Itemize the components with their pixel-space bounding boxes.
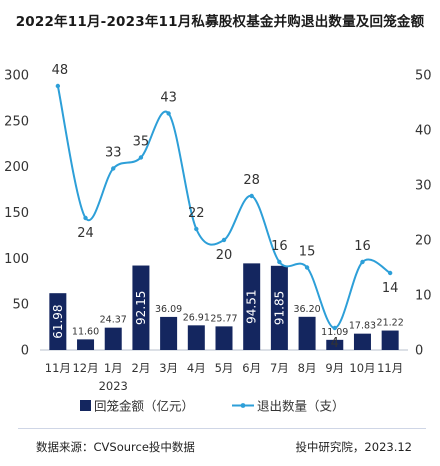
bar-value-label: 94.51: [245, 290, 259, 324]
bar: [298, 316, 316, 350]
bar: [77, 339, 95, 350]
line-value-label: 20: [216, 248, 233, 263]
bar-value-label: 17.83: [349, 321, 376, 332]
line-point: [55, 83, 61, 89]
line-point: [194, 226, 199, 232]
bar: [353, 333, 371, 350]
footer-divider: [18, 428, 426, 429]
line-point: [332, 325, 337, 331]
bar: [160, 316, 178, 350]
bar-value-label: 11.09: [321, 327, 348, 338]
legend-swatch-bar: [80, 400, 91, 411]
legend-label-line: 退出数量（支）: [257, 399, 345, 414]
x-tick-label: 11月: [45, 361, 71, 375]
bar: [326, 339, 344, 350]
x-tick-label: 7月: [270, 361, 289, 375]
credit-line: 投中研究院，2023.12: [295, 440, 412, 454]
x-tick-label: 9月: [325, 361, 344, 375]
bar-value-label: 11.60: [72, 326, 99, 337]
line-value-label: 15: [299, 245, 316, 260]
bar: [215, 326, 233, 350]
chart-title: 2022年11月-2023年11月私募股权基金并购退出数量及回笼金额: [15, 14, 425, 30]
line-point: [221, 237, 227, 243]
legend-label-bar: 回笼金额（亿元）: [94, 399, 194, 414]
x-tick-label: 1月: [104, 361, 123, 375]
line-point: [111, 166, 116, 171]
y-left-tick-label: 250: [4, 114, 29, 129]
bar-value-label: 25.77: [210, 313, 237, 324]
y-left-tick-label: 200: [4, 160, 29, 175]
bar: [104, 327, 122, 350]
bar: [132, 265, 150, 350]
bar: [243, 263, 261, 350]
line-point: [304, 265, 310, 270]
bar-value-label: 36.09: [155, 304, 182, 315]
line-value-label: 35: [133, 135, 150, 150]
y-right-tick-label: 30: [415, 179, 432, 194]
y-left-tick-label: 300: [4, 69, 29, 84]
bar: [381, 330, 399, 350]
line-value-label: 22: [188, 206, 205, 221]
bar-value-label: 92.15: [134, 291, 148, 325]
line-value-label: 24: [77, 226, 94, 241]
bar: [270, 265, 288, 350]
bar-value-label: 61.98: [51, 304, 65, 338]
y-right-tick-label: 40: [415, 124, 432, 139]
legend-swatch-marker: [240, 403, 246, 408]
bar-value-label: 21.22: [377, 318, 404, 329]
bar-value-label: 91.85: [272, 291, 286, 325]
x-tick-label: 6月: [242, 361, 261, 375]
x-tick-label: 12月: [72, 361, 98, 375]
x-tick-label: 3月: [159, 361, 178, 375]
bar: [49, 293, 67, 350]
data-source: 数据来源：CVSource投中数据: [36, 440, 195, 454]
y-left-tick-label: 0: [21, 344, 29, 359]
line-value-label: 16: [354, 239, 371, 254]
line-value-label: 43: [160, 91, 177, 106]
y-left-tick-label: 150: [4, 206, 29, 221]
bar: [187, 325, 205, 350]
line-point: [83, 215, 88, 221]
line-value-label: 28: [243, 173, 260, 188]
line-point: [138, 155, 144, 160]
y-right-tick-label: 0: [415, 344, 423, 359]
bar-value-label: 26.91: [183, 312, 210, 323]
y-right-tick-label: 20: [415, 234, 432, 249]
line-value-label: 33: [105, 146, 122, 161]
y-left-tick-label: 100: [4, 252, 29, 267]
line-value-label: 48: [52, 63, 69, 78]
y-right-tick-label: 50: [415, 69, 432, 84]
x-tick-label: 2月: [132, 361, 151, 375]
line-point: [166, 111, 171, 116]
y-left-tick-label: 50: [12, 298, 29, 313]
line-point: [249, 193, 254, 199]
x-tick-label: 8月: [298, 361, 317, 375]
line-value-label: 4: [331, 336, 339, 351]
bar-value-label: 36.20: [293, 304, 320, 315]
line-point: [360, 259, 365, 265]
x-tick-label: 5月: [215, 361, 234, 375]
x-year-label: 2023: [99, 379, 128, 393]
y-right-tick-label: 10: [415, 289, 432, 304]
x-tick-label: 11月: [377, 361, 403, 375]
x-tick-label: 10月: [349, 361, 375, 375]
series-line-exits: [56, 85, 391, 329]
line-value-label: 14: [382, 281, 399, 296]
x-tick-label: 4月: [187, 361, 206, 375]
line-value-label: 16: [271, 239, 288, 254]
line-point: [277, 259, 282, 265]
line-point: [387, 270, 393, 276]
bar-value-label: 24.37: [100, 315, 127, 326]
